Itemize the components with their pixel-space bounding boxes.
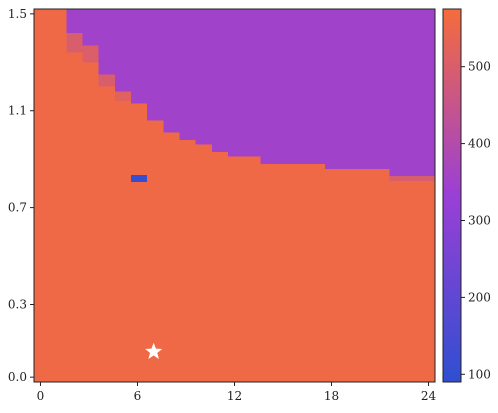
colorbar-tick-label-4: 500	[468, 60, 491, 74]
star-marker-0	[145, 342, 163, 360]
heatmap-transition-cell-0	[66, 33, 83, 53]
colorbar-tick-label-2: 300	[468, 213, 491, 227]
y-tick-label-2: 0.7	[8, 201, 27, 215]
heatmap-transition-cell-1	[82, 45, 99, 63]
heatmap-transition-cell-2	[98, 74, 115, 87]
heatmap-step-0	[66, 9, 83, 34]
x-tick-label-3: 18	[324, 389, 339, 403]
heatmap-step-4	[131, 9, 148, 104]
y-tick-label-3: 1.1	[8, 104, 27, 118]
x-tick-label-4: 24	[421, 389, 437, 403]
heatmap-step-11	[260, 9, 326, 165]
x-tick-label-0: 0	[37, 389, 45, 403]
colorbar-gradient	[443, 9, 461, 382]
colorbar-tick-label-3: 400	[468, 137, 491, 151]
heatmap-step-12	[325, 9, 390, 169]
marker-layer	[145, 342, 163, 360]
heatmap-anomaly-cell-0	[131, 174, 148, 183]
y-axis: 0.0 0.3 0.7 1.1 1.5	[8, 7, 34, 384]
x-tick-label-2: 12	[227, 389, 242, 403]
y-tick-label-0: 0.0	[8, 370, 27, 384]
heatmap-step-9	[211, 9, 229, 152]
heatmap-cells	[34, 9, 435, 382]
heatmap-step-10	[228, 9, 261, 157]
heatmap-step-13	[389, 9, 435, 177]
heatmap-step-5	[147, 9, 164, 121]
heatmap-step-2	[98, 9, 115, 75]
x-tick-label-1: 6	[134, 389, 142, 403]
heatmap-step-3	[114, 9, 132, 92]
colorbar-tick-label-1: 200	[468, 290, 491, 304]
y-tick-label-1: 0.3	[8, 297, 27, 311]
colorbar-tick-label-0: 100	[468, 367, 491, 381]
heatmap-step-1	[82, 9, 99, 46]
y-tick-label-4: 1.5	[8, 7, 27, 21]
heatmap-step-7	[179, 9, 196, 140]
heatmap-step-8	[195, 9, 212, 145]
heatmap-transition-cell-4	[389, 176, 435, 181]
colorbar-frame	[442, 8, 462, 383]
colorbar: 100 200 300 400 500	[442, 8, 491, 383]
heatmap-step-6	[163, 9, 180, 133]
heatmap-transition-cell-3	[114, 91, 132, 102]
x-axis: 0 6 12 18 24	[37, 382, 437, 403]
